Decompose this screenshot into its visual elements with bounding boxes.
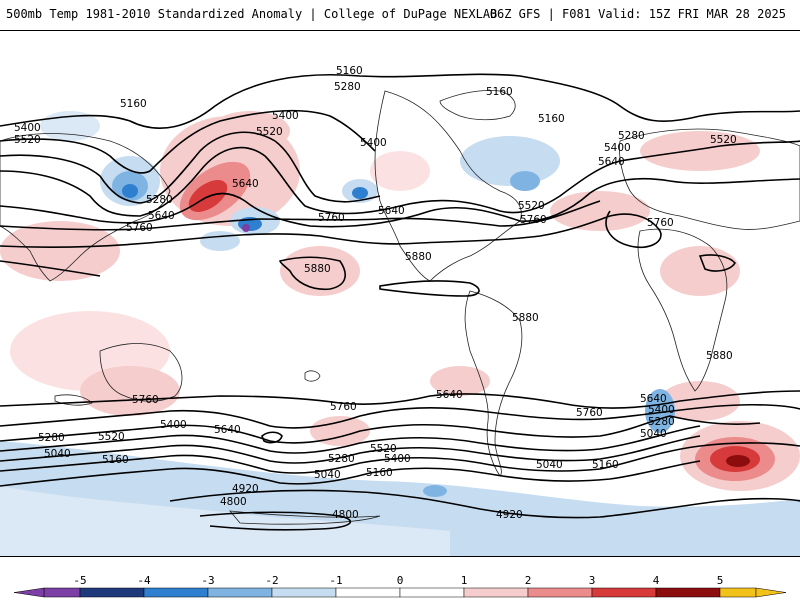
legend-tick-label: 3 — [589, 574, 596, 587]
legend-low-arrow — [13, 587, 45, 598]
contour-label: 5640 — [640, 393, 667, 405]
anomaly-map: 5160 5280 5160 5400 5520 5400 5520 5280 … — [0, 30, 800, 557]
height-contours — [0, 73, 800, 531]
contour-label: 5520 — [518, 200, 545, 212]
contour-label: 5880 — [706, 350, 733, 362]
anomaly-shading — [0, 111, 800, 556]
contour-label: 5760 — [330, 401, 357, 413]
contour-label: 5160 — [336, 65, 363, 77]
contour-label: 5880 — [512, 312, 539, 324]
contour-label: 5160 — [592, 459, 619, 471]
contour-label: 5640 — [148, 210, 175, 222]
legend-color-segment — [463, 587, 529, 598]
model-run-info: 06Z GFS | F081 Valid: 15Z FRI MAR 28 202… — [489, 7, 786, 21]
legend-tick-label: -5 — [73, 574, 86, 587]
contour-label: 5880 — [304, 263, 331, 275]
contour-label: 5760 — [520, 214, 547, 226]
contour-label: 5640 — [378, 205, 405, 217]
legend-color-segment — [719, 587, 757, 598]
anomaly-color-legend: -5 -4 -3 -2 -1 0 1 2 3 4 5 — [0, 560, 800, 600]
contour-label: 5280 — [648, 416, 675, 428]
contour-label: 5040 — [640, 428, 667, 440]
legend-high-arrow — [755, 587, 787, 598]
legend-color-segment — [527, 587, 593, 598]
legend-tick-label: 0 — [397, 574, 404, 587]
legend-tick-label: -2 — [265, 574, 278, 587]
legend-tick-label: 2 — [525, 574, 532, 587]
header: 500mb Temp 1981-2010 Standardized Anomal… — [0, 0, 800, 30]
contour-label: 5400 — [14, 122, 41, 134]
legend-color-segment — [79, 587, 145, 598]
contour-label: 5160 — [366, 467, 393, 479]
contour-label: 5640 — [598, 156, 625, 168]
legend-color-segment — [271, 587, 337, 598]
contour-label: 5760 — [647, 217, 674, 229]
contour-label: 5520 — [98, 431, 125, 443]
contour-label: 4920 — [496, 509, 523, 521]
contour-label: 5640 — [214, 424, 241, 436]
legend-color-segment — [207, 587, 273, 598]
contour-label: 5400 — [604, 142, 631, 154]
contour-label: 4800 — [332, 509, 359, 521]
contour-label: 5160 — [120, 98, 147, 110]
contour-label: 5160 — [102, 454, 129, 466]
contour-label: 5040 — [44, 448, 71, 460]
contour-label: 5400 — [272, 110, 299, 122]
contour-label: 5280 — [146, 194, 173, 206]
legend-tick-label: -4 — [137, 574, 151, 587]
contour-label: 5400 — [648, 404, 675, 416]
contour-label: 5400 — [160, 419, 187, 431]
contour-label: 5160 — [538, 113, 565, 125]
contour-labels: 5160 5280 5160 5400 5520 5400 5520 5280 … — [14, 65, 737, 521]
contour-label: 5520 — [14, 134, 41, 146]
legend-tick-label: -3 — [201, 574, 214, 587]
legend-tick-label: -1 — [329, 574, 342, 587]
contour-label: 5040 — [536, 459, 563, 471]
contour-label: 5400 — [360, 137, 387, 149]
legend-color-segment — [335, 587, 401, 598]
contour-label: 5520 — [256, 126, 283, 138]
legend-tick-label: 5 — [717, 574, 724, 587]
contour-label: 4800 — [220, 496, 247, 508]
contour-label: 5160 — [486, 86, 513, 98]
contour-label: 5520 — [370, 443, 397, 455]
contour-label: 5640 — [232, 178, 259, 190]
legend-color-segment — [591, 587, 657, 598]
contour-label: 5040 — [314, 469, 341, 481]
contour-label: 4920 — [232, 483, 259, 495]
contour-label: 5400 — [384, 453, 411, 465]
contour-label: 5880 — [405, 251, 432, 263]
contour-label: 5760 — [318, 212, 345, 224]
legend-color-segment — [655, 587, 721, 598]
contour-label: 5760 — [132, 394, 159, 406]
legend-color-segment — [399, 587, 465, 598]
contour-label: 5760 — [126, 222, 153, 234]
contour-label: 5520 — [710, 134, 737, 146]
map-title: 500mb Temp 1981-2010 Standardized Anomal… — [6, 7, 498, 21]
contour-label: 5760 — [576, 407, 603, 419]
contour-label: 5280 — [618, 130, 645, 142]
contour-label: 5280 — [334, 81, 361, 93]
legend-tick-label: 1 — [461, 574, 468, 587]
contour-label: 5280 — [328, 453, 355, 465]
legend-tick-label: 4 — [653, 574, 660, 587]
contour-label: 5640 — [436, 389, 463, 401]
contour-label: 5280 — [38, 432, 65, 444]
legend-color-segment — [43, 587, 81, 598]
legend-color-segment — [143, 587, 209, 598]
